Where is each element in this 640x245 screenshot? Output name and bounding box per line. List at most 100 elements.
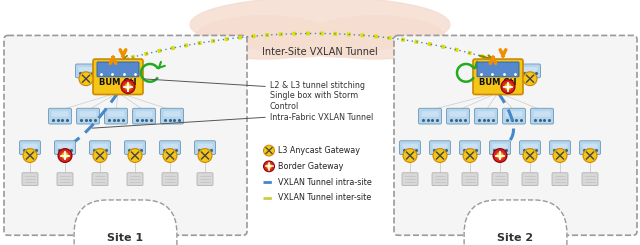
FancyBboxPatch shape (57, 173, 73, 185)
Text: BUM Ctl: BUM Ctl (99, 78, 137, 87)
FancyBboxPatch shape (162, 173, 178, 185)
Text: VXLAN Tunnel intra-site: VXLAN Tunnel intra-site (278, 178, 372, 187)
FancyBboxPatch shape (161, 108, 184, 124)
FancyBboxPatch shape (463, 144, 477, 148)
Circle shape (163, 149, 177, 162)
Text: Site 2: Site 2 (497, 233, 534, 243)
Circle shape (128, 149, 142, 162)
FancyBboxPatch shape (159, 141, 180, 155)
Circle shape (58, 149, 72, 162)
Ellipse shape (290, 22, 390, 57)
FancyBboxPatch shape (550, 141, 570, 155)
Ellipse shape (305, 16, 445, 59)
FancyBboxPatch shape (79, 111, 97, 117)
FancyBboxPatch shape (460, 141, 481, 155)
Circle shape (23, 149, 37, 162)
FancyBboxPatch shape (477, 62, 519, 77)
Text: L2 & L3 tunnel stitching
Single box with Storm
Control: L2 & L3 tunnel stitching Single box with… (270, 81, 365, 110)
Circle shape (121, 80, 135, 94)
FancyBboxPatch shape (19, 141, 40, 155)
Circle shape (264, 145, 275, 156)
FancyBboxPatch shape (522, 67, 538, 71)
FancyBboxPatch shape (58, 144, 72, 148)
Circle shape (493, 149, 507, 162)
FancyBboxPatch shape (136, 111, 152, 117)
Circle shape (403, 149, 417, 162)
FancyBboxPatch shape (51, 111, 68, 117)
FancyBboxPatch shape (474, 108, 497, 124)
Text: BUM Ctl: BUM Ctl (479, 78, 516, 87)
Circle shape (264, 161, 275, 172)
Text: Intra-Fabric VXLAN Tunnel: Intra-Fabric VXLAN Tunnel (270, 113, 373, 122)
Text: VXLAN Tunnel inter-site: VXLAN Tunnel inter-site (278, 193, 371, 202)
FancyBboxPatch shape (522, 144, 538, 148)
FancyBboxPatch shape (163, 111, 180, 117)
FancyBboxPatch shape (462, 173, 478, 185)
FancyBboxPatch shape (132, 108, 156, 124)
FancyBboxPatch shape (54, 141, 76, 155)
FancyBboxPatch shape (195, 141, 216, 155)
FancyBboxPatch shape (534, 111, 550, 117)
FancyBboxPatch shape (127, 144, 143, 148)
FancyBboxPatch shape (125, 141, 145, 155)
Ellipse shape (190, 0, 450, 52)
Circle shape (463, 149, 477, 162)
FancyBboxPatch shape (502, 108, 525, 124)
Text: Border Gateway: Border Gateway (278, 162, 344, 171)
FancyBboxPatch shape (477, 111, 495, 117)
Circle shape (93, 149, 107, 162)
FancyBboxPatch shape (552, 173, 568, 185)
FancyBboxPatch shape (419, 108, 442, 124)
Circle shape (266, 164, 272, 169)
FancyBboxPatch shape (582, 173, 598, 185)
Text: Inter-Site VXLAN Tunnel: Inter-Site VXLAN Tunnel (262, 47, 378, 57)
FancyBboxPatch shape (22, 173, 38, 185)
FancyBboxPatch shape (429, 141, 451, 155)
Circle shape (198, 149, 212, 162)
FancyBboxPatch shape (520, 64, 541, 78)
FancyBboxPatch shape (520, 141, 541, 155)
FancyBboxPatch shape (522, 173, 538, 185)
FancyBboxPatch shape (76, 64, 97, 78)
FancyBboxPatch shape (97, 62, 139, 77)
FancyBboxPatch shape (104, 108, 127, 124)
FancyBboxPatch shape (582, 144, 598, 148)
FancyBboxPatch shape (197, 173, 213, 185)
Circle shape (125, 83, 131, 90)
Ellipse shape (195, 16, 335, 59)
FancyBboxPatch shape (108, 111, 125, 117)
Circle shape (583, 149, 597, 162)
Circle shape (523, 72, 537, 86)
Circle shape (433, 149, 447, 162)
FancyBboxPatch shape (552, 144, 568, 148)
FancyBboxPatch shape (432, 173, 448, 185)
FancyBboxPatch shape (22, 144, 38, 148)
FancyBboxPatch shape (127, 173, 143, 185)
Circle shape (497, 152, 504, 159)
FancyBboxPatch shape (579, 141, 600, 155)
FancyBboxPatch shape (473, 59, 523, 95)
FancyBboxPatch shape (198, 144, 212, 148)
Circle shape (79, 72, 93, 86)
Circle shape (504, 83, 511, 90)
FancyBboxPatch shape (77, 108, 99, 124)
FancyBboxPatch shape (490, 141, 511, 155)
FancyBboxPatch shape (163, 144, 177, 148)
FancyBboxPatch shape (447, 108, 470, 124)
FancyBboxPatch shape (492, 173, 508, 185)
FancyBboxPatch shape (433, 144, 447, 148)
FancyBboxPatch shape (92, 173, 108, 185)
FancyBboxPatch shape (93, 144, 108, 148)
FancyBboxPatch shape (506, 111, 522, 117)
FancyBboxPatch shape (90, 141, 111, 155)
FancyBboxPatch shape (49, 108, 72, 124)
Circle shape (61, 152, 68, 159)
FancyBboxPatch shape (422, 111, 438, 117)
Circle shape (523, 149, 537, 162)
FancyBboxPatch shape (531, 108, 554, 124)
Text: L3 Anycast Gateway: L3 Anycast Gateway (278, 146, 360, 155)
FancyBboxPatch shape (79, 67, 93, 71)
FancyBboxPatch shape (4, 36, 247, 235)
FancyBboxPatch shape (493, 144, 508, 148)
Circle shape (553, 149, 567, 162)
